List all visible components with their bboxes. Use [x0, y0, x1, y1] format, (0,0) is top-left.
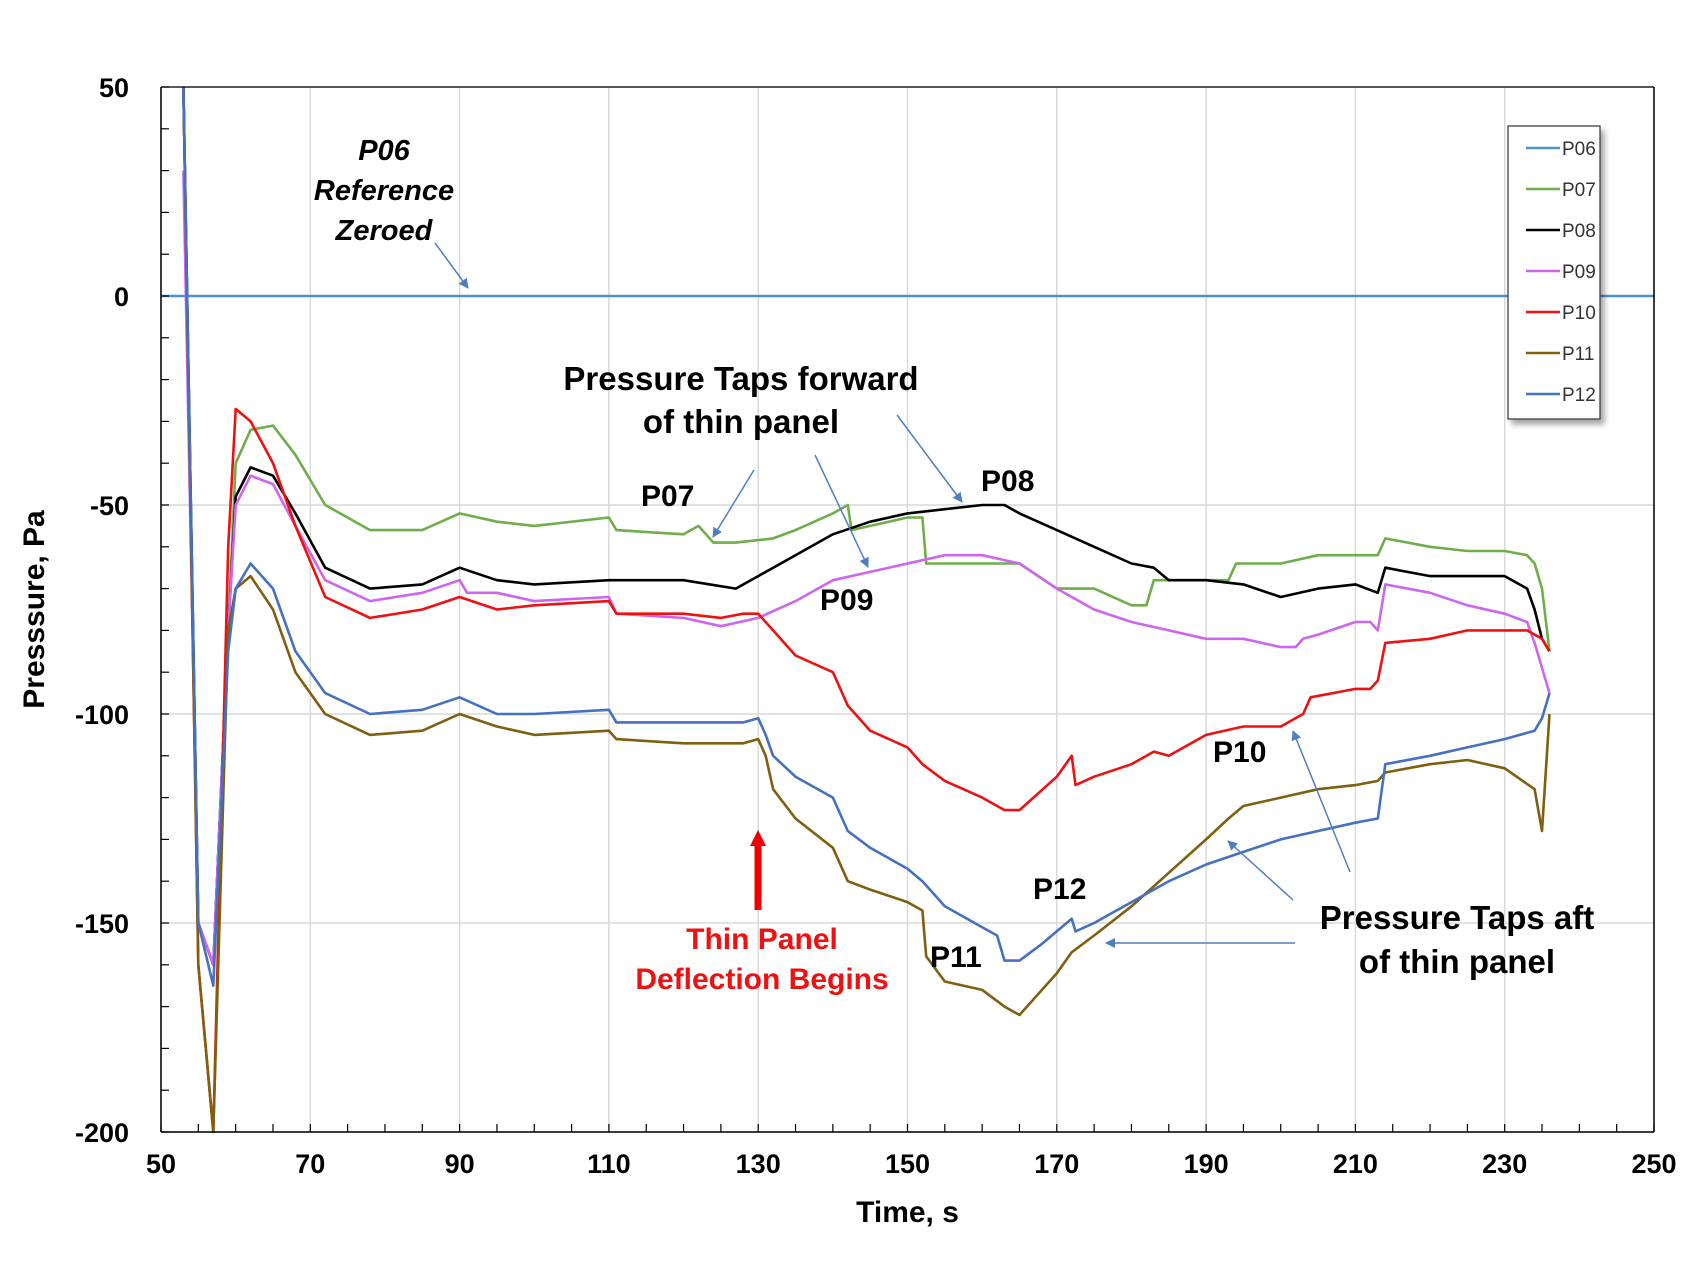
series-line-p12 — [182, 86, 1551, 987]
legend-label-p06: P06 — [1562, 139, 1596, 160]
y-tick-label--200: -200 — [75, 1118, 129, 1148]
x-tick-label-50: 50 — [146, 1149, 176, 1179]
legend-label-p09: P09 — [1562, 262, 1596, 283]
x-tick-label-170: 170 — [1034, 1149, 1079, 1179]
label-p09: P09 — [820, 584, 873, 617]
x-tick-label-230: 230 — [1482, 1149, 1527, 1179]
legend-label-p10: P10 — [1562, 303, 1596, 324]
aft-arrow-p12 — [1227, 840, 1294, 901]
series-line-p11 — [182, 86, 1551, 1134]
deflection-line1: Thin Panel — [686, 923, 838, 956]
forward-arrow-p08 — [896, 414, 963, 503]
y-tick-label--50: -50 — [90, 491, 129, 521]
y-tick-label-0: 0 — [114, 282, 129, 312]
x-tick-label-250: 250 — [1631, 1149, 1676, 1179]
legend: P06 P07 P08 P09 P10 P11 P12 — [1507, 125, 1601, 420]
series-line-p10 — [182, 86, 1551, 1134]
x-tick-label-210: 210 — [1333, 1149, 1378, 1179]
x-tick-label-90: 90 — [445, 1149, 475, 1179]
axes: 50 70 90 110 130 150 170 190 210 230 250 50 0 -50 -100… — [18, 73, 1677, 1229]
p06-reference-line3: Zeroed — [335, 215, 434, 247]
label-p08: P08 — [981, 465, 1034, 498]
p06-reference-arrow — [434, 242, 469, 289]
x-tick-label-70: 70 — [295, 1149, 325, 1179]
forward-arrow-p09 — [814, 454, 869, 568]
x-tick-label-150: 150 — [885, 1149, 930, 1179]
forward-arrow-p07 — [712, 469, 755, 538]
label-p07: P07 — [641, 480, 694, 513]
legend-label-p08: P08 — [1562, 221, 1596, 242]
series-lines — [161, 86, 1654, 1134]
y-tick-label-50: 50 — [99, 73, 129, 103]
y-tick-label--150: -150 — [75, 909, 129, 939]
p06-reference-line1: P06 — [358, 135, 410, 167]
legend-label-p11: P11 — [1562, 344, 1594, 365]
series-line-p08 — [182, 86, 1551, 967]
label-p11: P11 — [930, 941, 982, 974]
aft-arrow-p10 — [1291, 730, 1351, 873]
p06-reference-line2: Reference — [314, 175, 454, 207]
x-tick-label-130: 130 — [736, 1149, 781, 1179]
series-line-p07 — [182, 86, 1551, 967]
forward-taps-line2: of thin panel — [643, 403, 839, 440]
annotations: P06 Reference Zeroed Pressure Taps forwa… — [314, 135, 1594, 996]
aft-taps-line2: of thin panel — [1359, 943, 1555, 980]
y-tick-label--100: -100 — [75, 700, 129, 730]
legend-box — [1507, 125, 1601, 420]
aft-taps-line1: Pressure Taps aft — [1320, 899, 1595, 936]
x-tick-label-190: 190 — [1184, 1149, 1229, 1179]
y-axis-title: Presssure, Pa — [18, 510, 51, 709]
legend-label-p12: P12 — [1562, 385, 1596, 406]
label-p12: P12 — [1033, 873, 1086, 906]
series-line-p09 — [182, 170, 1551, 967]
x-axis-title: Time, s — [856, 1196, 959, 1229]
deflection-line2: Deflection Begins — [635, 963, 888, 996]
x-tick-label-110: 110 — [587, 1149, 631, 1179]
forward-taps-line1: Pressure Taps forward — [563, 360, 918, 397]
legend-label-p07: P07 — [1562, 180, 1596, 201]
label-p10: P10 — [1213, 736, 1266, 769]
